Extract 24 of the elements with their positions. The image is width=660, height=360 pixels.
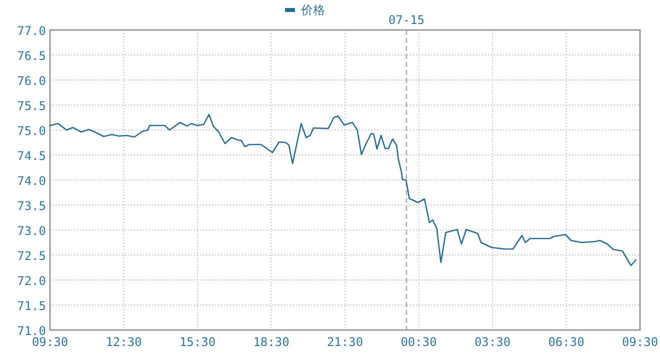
legend-label: 价格 [301,3,325,17]
ytick: 71.0 [17,324,46,338]
xtick: 15:30 [179,335,216,349]
xtick: 03:30 [474,335,511,349]
ytick: 74.5 [17,149,46,163]
ytick: 75.0 [17,124,46,138]
ytick: 76.0 [17,74,46,88]
xtick: 09:30 [32,335,68,349]
ytick: 77.0 [17,24,46,38]
ytick: 72.0 [17,274,46,288]
xtick: 12:30 [106,335,142,349]
xtick: 06:30 [548,335,584,349]
xtick: 00:30 [400,335,437,349]
ytick: 74.0 [17,174,46,188]
ytick: 75.5 [17,99,46,113]
ytick: 73.0 [17,224,46,238]
ytick: 73.5 [17,199,46,213]
ref-line-label: 07-15 [388,13,425,27]
xtick: 18:30 [253,335,290,349]
ytick: 71.5 [17,299,46,313]
xtick: 21:30 [326,335,364,349]
ytick: 76.5 [17,49,46,63]
xtick: 09:30 [622,335,658,349]
ytick: 72.5 [17,249,46,263]
